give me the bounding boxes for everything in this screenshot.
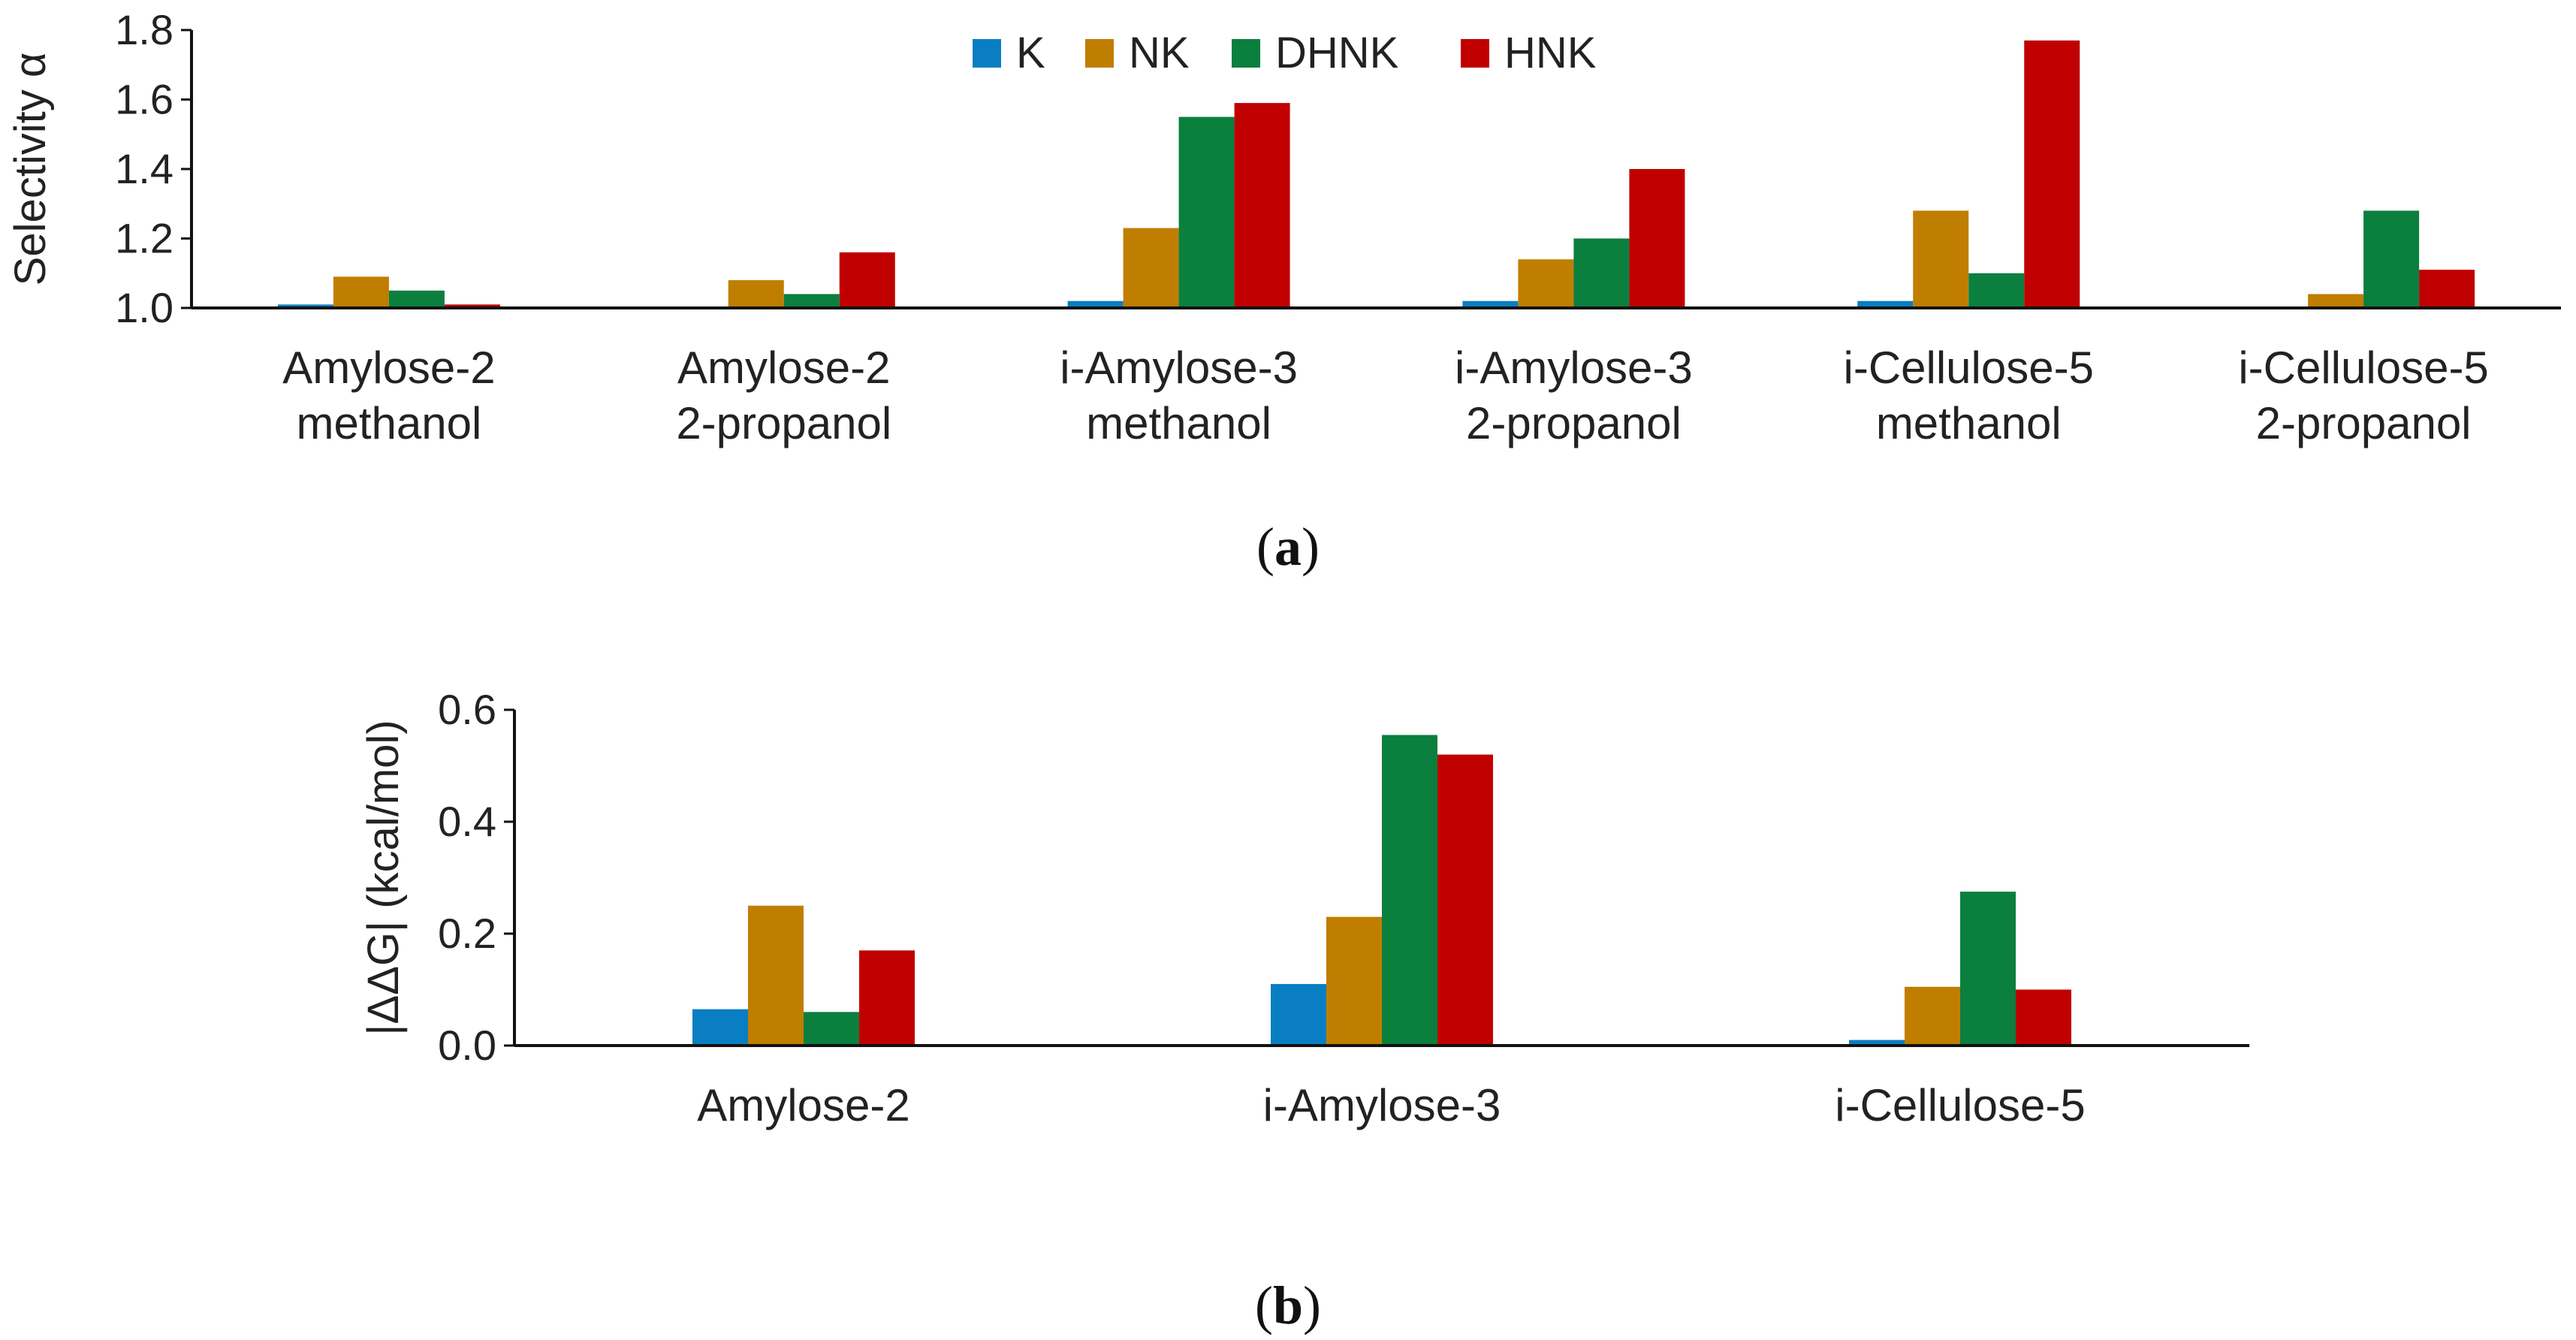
chart-a-bar-nk bbox=[2308, 294, 2364, 308]
chart-a-y-tick-label: 1.0 bbox=[115, 284, 173, 331]
chart-a-category-label: 2-propanol bbox=[676, 398, 891, 448]
chart-a-category-label: methanol bbox=[1086, 398, 1271, 448]
chart-a-category-label: methanol bbox=[297, 398, 482, 448]
chart-a-bar-dhnk bbox=[2363, 210, 2420, 308]
chart-b-bar-nk bbox=[1326, 916, 1382, 1046]
chart-b-bar-dhnk bbox=[1382, 735, 1437, 1046]
chart-b-bar-hnk bbox=[859, 950, 915, 1046]
chart-b-bar-hnk bbox=[2016, 989, 2071, 1046]
chart-a-bar-k bbox=[277, 304, 333, 308]
chart-b-bar-k bbox=[1849, 1040, 1905, 1046]
chart-b-category-label: i-Amylose-3 bbox=[1263, 1080, 1501, 1130]
chart-a-bar-dhnk bbox=[783, 294, 840, 308]
legend-label-dhnk: DHNK bbox=[1275, 29, 1399, 77]
chart-a-bar-hnk bbox=[2419, 270, 2475, 308]
chart-a-bar-k bbox=[1462, 300, 1519, 308]
legend-label-hnk: HNK bbox=[1504, 29, 1597, 77]
chart-b-y-tick-label: 0.4 bbox=[438, 798, 496, 845]
chart-a-bar-dhnk bbox=[388, 290, 445, 308]
legend-swatch-k bbox=[973, 39, 1001, 68]
chart-a-y-tick-label: 1.8 bbox=[115, 6, 173, 53]
chart-a-category-label: i-Cellulose-5 bbox=[2238, 343, 2488, 393]
chart-a-y-tick-label: 1.4 bbox=[115, 145, 173, 192]
chart-b-y-tick-label: 0.0 bbox=[438, 1022, 496, 1069]
chart-a-category-label: methanol bbox=[1876, 398, 2062, 448]
chart-a-y-tick-label: 1.6 bbox=[115, 76, 173, 123]
chart-b-bar-k bbox=[692, 1009, 748, 1046]
chart-b-bar-hnk bbox=[1437, 754, 1493, 1046]
chart-a-bar-hnk bbox=[444, 304, 500, 308]
chart-a-bar-dhnk bbox=[1968, 273, 2025, 308]
chart-b-y-tick-label: 0.2 bbox=[438, 910, 496, 957]
chart-a-bar-k bbox=[1857, 300, 1914, 308]
chart-b-bar-dhnk bbox=[804, 1012, 859, 1046]
chart-a-bar-nk bbox=[1913, 210, 1969, 308]
legend-swatch-dhnk bbox=[1232, 39, 1260, 68]
chart-b-category-label: Amylose-2 bbox=[697, 1080, 909, 1130]
chart-a-bar-hnk bbox=[839, 252, 895, 308]
chart-a-category-label: 2-propanol bbox=[2256, 398, 2472, 448]
chart-a-bar-nk bbox=[1123, 228, 1179, 308]
chart-b-y-tick-label: 0.6 bbox=[438, 686, 496, 733]
chart-a-category-label: i-Cellulose-5 bbox=[1844, 343, 2094, 393]
chart-b-bar-nk bbox=[1905, 986, 1960, 1046]
chart-a-selectivity: 1.01.21.41.61.8Amylose-2methanolAmylose-… bbox=[6, 6, 2561, 448]
legend-swatch-hnk bbox=[1461, 39, 1489, 68]
chart-a-bar-dhnk bbox=[1573, 238, 1630, 308]
chart-a-bar-nk bbox=[728, 280, 784, 308]
chart-b-y-axis-label: |ΔΔG| (kcal/mol) bbox=[359, 720, 408, 1035]
chart-b-bar-dhnk bbox=[1960, 892, 2016, 1046]
chart-a-category-label: Amylose-2 bbox=[677, 343, 890, 393]
chart-a-y-tick-label: 1.2 bbox=[115, 215, 173, 262]
chart-a-bar-hnk bbox=[2024, 40, 2080, 308]
chart-a-category-label: i-Amylose-3 bbox=[1060, 343, 1298, 393]
chart-b-bar-k bbox=[1271, 984, 1326, 1046]
chart-a-category-label: i-Amylose-3 bbox=[1455, 343, 1693, 393]
chart-b-bar-nk bbox=[748, 905, 804, 1046]
chart-a-bar-hnk bbox=[1629, 169, 1685, 308]
panel-label-a: (a) bbox=[1256, 517, 1320, 577]
legend-label-nk: NK bbox=[1129, 29, 1190, 77]
chart-a-category-label: 2-propanol bbox=[1466, 398, 1682, 448]
legend-label-k: K bbox=[1016, 29, 1045, 77]
chart-b-category-label: i-Cellulose-5 bbox=[1835, 1080, 2085, 1130]
legend-swatch-nk bbox=[1085, 39, 1114, 68]
chart-a-y-axis-label: Selectivity α bbox=[6, 53, 55, 286]
panel-label-b: (b) bbox=[1255, 1275, 1321, 1335]
chart-a-bar-dhnk bbox=[1178, 116, 1235, 308]
legend: K NK DHNK HNK bbox=[973, 29, 1597, 77]
chart-a-bar-k bbox=[1067, 300, 1124, 308]
chart-a-bar-nk bbox=[1518, 259, 1574, 308]
chart-a-category-label: Amylose-2 bbox=[282, 343, 495, 393]
chart-a-bar-hnk bbox=[1234, 103, 1290, 308]
chart-a-bar-nk bbox=[333, 276, 389, 308]
chart-b-ddg: 0.0 0.2 0.4 0.6 Amylose-2 i-Amylose-3 i-Cellul… bbox=[359, 686, 2249, 1130]
